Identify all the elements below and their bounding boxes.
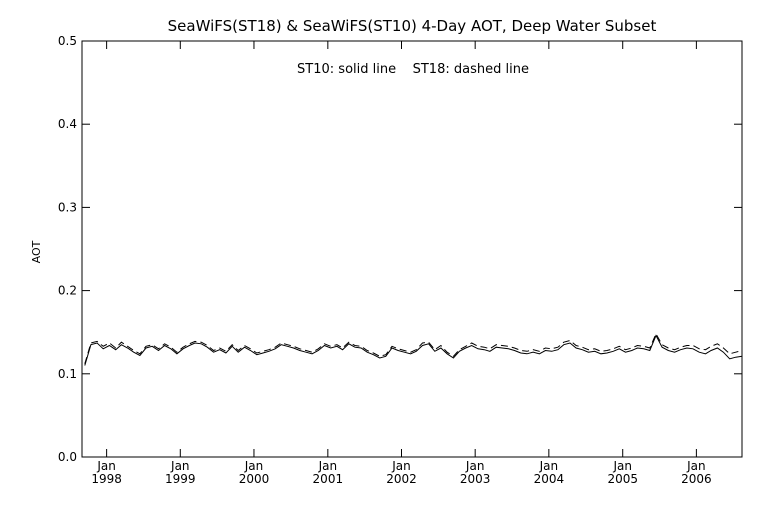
x-tick-year-label: 1998: [91, 472, 122, 486]
x-tick-year-label: 2005: [607, 472, 638, 486]
series-layer: [84, 332, 743, 366]
series-st18-line: [84, 332, 743, 364]
x-tick-year-label: 1999: [165, 472, 196, 486]
x-tick-month-label: Jan: [170, 459, 190, 473]
x-tick-year-label: 2003: [460, 472, 491, 486]
chart-title: SeaWiFS(ST18) & SeaWiFS(ST10) 4-Day AOT,…: [168, 17, 657, 35]
x-tick-year-label: 2001: [313, 472, 344, 486]
x-tick-year-label: 2002: [386, 472, 417, 486]
x-tick-month-label: Jan: [96, 459, 116, 473]
y-tick-label: 0.4: [58, 117, 77, 131]
x-tick-year-label: 2004: [534, 472, 565, 486]
x-tick-month-label: Jan: [318, 459, 338, 473]
x-axis-ticks: Jan1998Jan1999Jan2000Jan2001Jan2002Jan20…: [91, 41, 712, 486]
x-tick-year-label: 2006: [681, 472, 712, 486]
y-axis-label: AOT: [30, 240, 43, 263]
line-style-annotation: ST10: solid line ST18: dashed line: [297, 62, 529, 77]
y-tick-label: 0.3: [58, 200, 77, 214]
y-tick-label: 0.5: [58, 34, 77, 48]
x-tick-year-label: 2000: [239, 472, 270, 486]
x-tick-month-label: Jan: [244, 459, 264, 473]
x-tick-month-label: Jan: [686, 459, 706, 473]
plot-frame: [81, 40, 743, 458]
x-tick-month-label: Jan: [391, 459, 411, 473]
y-axis-ticks: 0.0 0.1 0.2 0.3 0.4 0.5: [58, 34, 742, 464]
x-tick-month-label: Jan: [539, 459, 559, 473]
y-tick-label: 0.0: [58, 450, 77, 464]
y-tick-label: 0.2: [58, 284, 77, 298]
x-tick-month-label: Jan: [465, 459, 485, 473]
x-tick-month-label: Jan: [612, 459, 632, 473]
y-tick-label: 0.1: [58, 367, 77, 381]
series-st10-line: [84, 334, 743, 366]
